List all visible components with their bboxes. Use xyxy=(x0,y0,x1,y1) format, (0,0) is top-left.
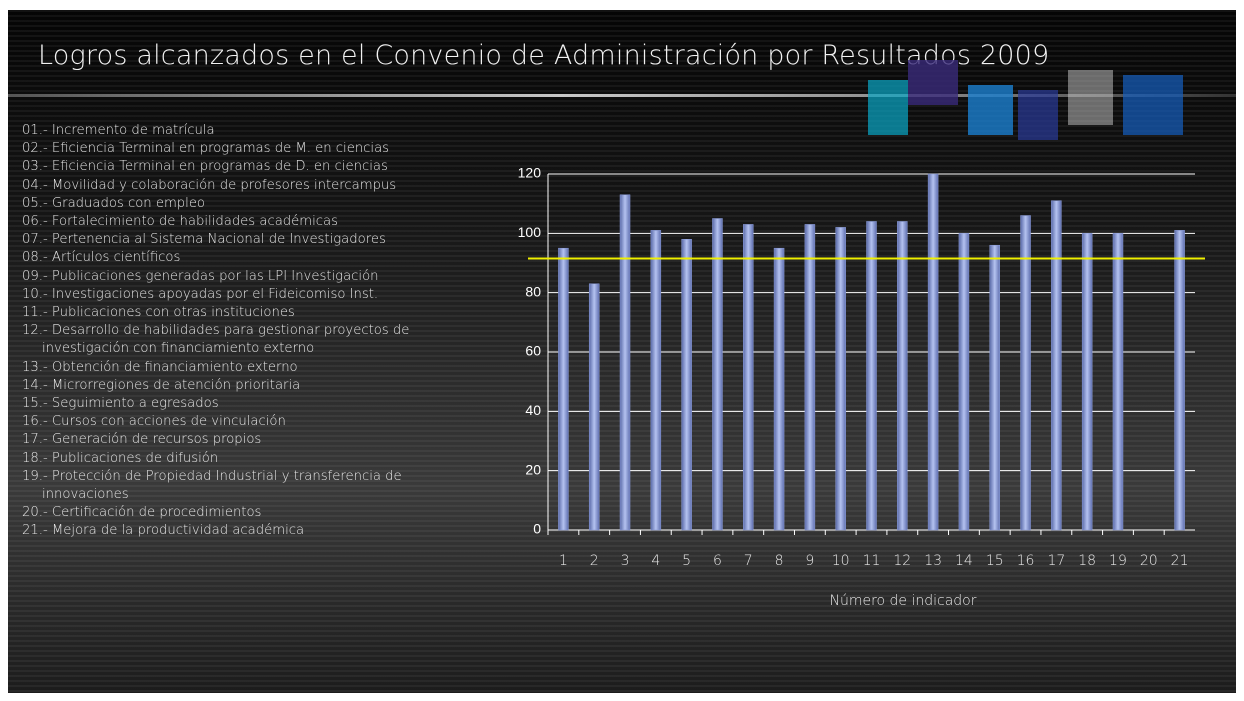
y-tick-label: 80 xyxy=(525,283,541,299)
x-tick-label: 6 xyxy=(713,553,722,569)
x-tick-label: 10 xyxy=(832,553,850,569)
bar xyxy=(990,245,1000,530)
bar xyxy=(897,221,907,530)
bar xyxy=(651,230,661,530)
chart: Número de indicador 02040608010012012345… xyxy=(0,0,1244,701)
y-tick-label: 120 xyxy=(518,165,542,181)
x-tick-label: 1 xyxy=(559,553,568,569)
bar xyxy=(774,248,784,530)
x-tick-label: 18 xyxy=(1078,553,1096,569)
x-axis-label: Número de indicador xyxy=(829,593,976,609)
x-tick-label: 16 xyxy=(1017,553,1035,569)
bar xyxy=(558,248,568,530)
x-tick-label: 19 xyxy=(1109,553,1127,569)
bar xyxy=(712,219,722,531)
x-tick-label: 15 xyxy=(986,553,1004,569)
x-tick-label: 13 xyxy=(924,553,942,569)
x-tick-label: 9 xyxy=(805,553,814,569)
y-tick-label: 20 xyxy=(525,461,541,477)
bar xyxy=(1175,230,1185,530)
y-tick-label: 60 xyxy=(525,343,541,359)
bar xyxy=(805,224,815,530)
x-tick-label: 20 xyxy=(1140,553,1158,569)
page: {"slide": {"title": "Logros alcanzados e… xyxy=(0,0,1244,701)
x-tick-label: 7 xyxy=(744,553,753,569)
bar xyxy=(959,233,969,530)
bar xyxy=(1082,233,1092,530)
x-tick-label: 2 xyxy=(590,553,599,569)
y-tick-label: 40 xyxy=(525,402,541,418)
x-tick-label: 8 xyxy=(775,553,784,569)
x-tick-label: 4 xyxy=(651,553,660,569)
bar xyxy=(836,227,846,530)
y-tick-label: 0 xyxy=(533,521,541,537)
bar xyxy=(589,284,599,530)
bar xyxy=(1051,201,1061,530)
bar xyxy=(1113,233,1123,530)
x-tick-label: 14 xyxy=(955,553,973,569)
bar xyxy=(867,221,877,530)
x-tick-label: 3 xyxy=(621,553,630,569)
x-tick-label: 12 xyxy=(893,553,911,569)
x-tick-label: 5 xyxy=(682,553,691,569)
bar xyxy=(743,224,753,530)
x-tick-label: 11 xyxy=(863,553,881,569)
bar xyxy=(682,239,692,530)
x-tick-label: 17 xyxy=(1047,553,1065,569)
bar xyxy=(928,174,938,530)
bar xyxy=(1021,216,1031,530)
x-tick-label: 21 xyxy=(1171,553,1189,569)
y-tick-label: 100 xyxy=(518,224,542,240)
bar xyxy=(620,195,630,530)
